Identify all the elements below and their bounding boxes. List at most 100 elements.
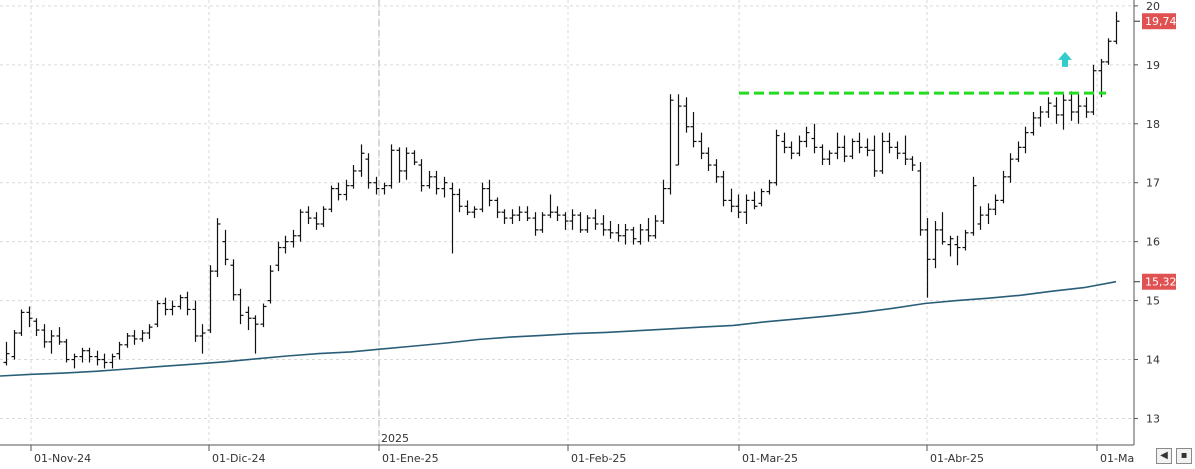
price-bar — [131, 330, 138, 345]
price-bar — [456, 188, 463, 213]
price-bar — [856, 132, 863, 154]
price-bar — [18, 309, 25, 336]
price-bar — [683, 97, 690, 133]
price-bar — [1007, 153, 1014, 183]
price-bar — [705, 147, 712, 171]
price-bar — [381, 182, 388, 195]
breakout-arrow-icon — [1058, 51, 1072, 67]
price-bar — [169, 300, 176, 316]
price-bar — [328, 185, 335, 213]
price-bar — [698, 132, 705, 160]
moving-average-path — [0, 280, 1117, 377]
y-tick-label: 13 — [1146, 412, 1160, 425]
scroll-left-button[interactable]: ◀ — [1156, 448, 1172, 464]
x-tick-label: 01-Dic-24 — [212, 452, 266, 465]
price-bar — [237, 288, 244, 325]
price-bar — [509, 209, 516, 224]
price-bar — [811, 123, 818, 154]
price-bar — [864, 138, 871, 157]
price-bar — [562, 212, 569, 230]
y-tick-label: 18 — [1146, 118, 1160, 131]
price-bar — [637, 223, 644, 245]
moving-average-line — [0, 280, 1117, 377]
price-bar — [954, 235, 961, 266]
price-bar — [154, 300, 161, 328]
price-bar — [41, 324, 48, 348]
save-icon[interactable]: ▪ — [1176, 448, 1192, 464]
price-bar — [207, 265, 214, 334]
price-bar — [245, 306, 252, 331]
price-bar — [781, 132, 788, 154]
price-bar — [501, 209, 508, 224]
price-bar — [267, 265, 274, 304]
price-bar — [1105, 38, 1112, 65]
price-bar — [403, 147, 410, 180]
price-bar — [917, 162, 924, 236]
price-bar — [230, 259, 237, 301]
price-bar — [569, 209, 576, 230]
price-bar — [826, 150, 833, 166]
ma-price-label: 15,32 — [1145, 276, 1177, 289]
x-tick-label: 01-Nov-24 — [34, 452, 91, 465]
price-bar — [607, 221, 614, 239]
price-bar — [139, 330, 146, 342]
price-bar — [841, 135, 848, 163]
x-tick-label: 01-Feb-25 — [571, 452, 626, 465]
year-label: 2025 — [381, 432, 409, 445]
price-bar — [554, 206, 561, 222]
price-bar — [94, 350, 101, 366]
price-bar — [1045, 97, 1052, 118]
y-tick-label: 20 — [1146, 0, 1160, 13]
price-bar — [675, 94, 682, 166]
price-bar — [532, 212, 539, 236]
price-bar — [86, 347, 93, 363]
price-bar — [26, 306, 33, 328]
price-bar — [373, 176, 380, 195]
price-bar — [894, 141, 901, 160]
y-tick-label: 15 — [1146, 295, 1160, 308]
price-bar — [350, 165, 357, 189]
price-bar — [516, 206, 523, 222]
price-bar — [71, 353, 78, 369]
price-bar — [577, 212, 584, 233]
price-bar — [630, 226, 637, 245]
price-bar — [396, 147, 403, 183]
ma-price-tag — [1142, 273, 1176, 290]
price-bar — [690, 111, 697, 148]
price-bar — [720, 170, 727, 207]
price-bar — [660, 179, 667, 224]
price-bar — [1075, 94, 1082, 124]
price-bar — [11, 330, 18, 360]
chart-overlays — [739, 51, 1106, 95]
price-bar — [449, 182, 456, 254]
price-bar — [902, 135, 909, 166]
price-bar — [192, 300, 199, 342]
price-bar — [1068, 91, 1075, 121]
price-bar — [645, 218, 652, 242]
price-bar — [615, 223, 622, 242]
price-bar — [652, 215, 659, 239]
price-bar — [1030, 111, 1037, 136]
price-bar — [297, 209, 304, 242]
price-bar — [222, 229, 229, 266]
price-bar — [3, 341, 10, 366]
price-bar — [426, 170, 433, 189]
price-bar — [924, 218, 931, 298]
last-price-label: 19,74 — [1145, 15, 1177, 28]
price-bar — [879, 132, 886, 174]
x-tick-label: 01-Abr-25 — [930, 452, 984, 465]
price-bar — [1000, 170, 1007, 204]
price-bar — [970, 176, 977, 236]
price-bar — [932, 221, 939, 269]
price-bar — [433, 170, 440, 195]
price-bar — [992, 194, 999, 216]
price-bar — [494, 197, 501, 219]
price-bar — [275, 241, 282, 272]
price-bar — [584, 215, 591, 233]
x-tick-label: 01-Mar-25 — [742, 452, 798, 465]
price-bar — [471, 206, 478, 219]
price-bar — [305, 206, 312, 224]
price-bar — [1053, 97, 1060, 124]
price-bar — [547, 194, 554, 219]
